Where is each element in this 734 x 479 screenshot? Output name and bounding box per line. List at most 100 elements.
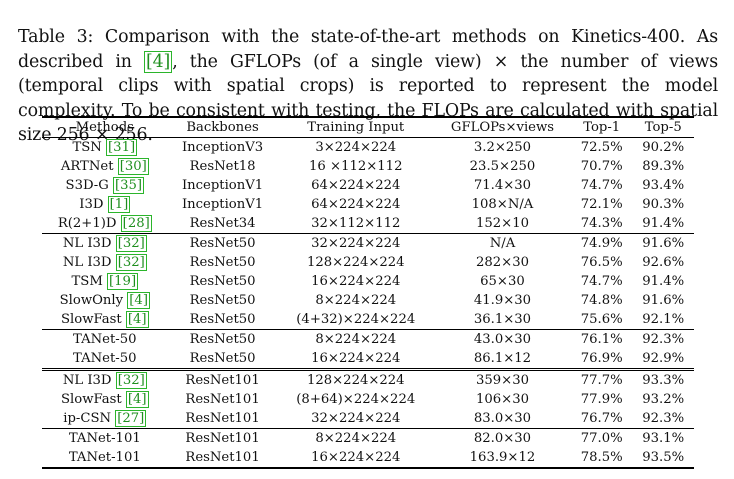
cell-top1: 72.1% [580, 197, 623, 212]
cell-gflops-views: 108×N/A [471, 197, 534, 212]
table-header-row: Methods Backbones Training Input GFLOPs×… [42, 117, 694, 138]
cell-training-input: 128×224×224 [306, 373, 405, 388]
table-row: TANet-101 ResNet101 16×224×224 163.9×12 78.5… [42, 448, 694, 468]
method-name: SlowOnly [59, 293, 128, 308]
table-row: SlowOnly [4] ResNet50 8×224×224 41.9×30 74.8… [42, 291, 694, 310]
cell-top5: 92.6% [642, 255, 685, 270]
cell-backbone: InceptionV1 [181, 178, 264, 193]
cell-gflops-views: 71.4×30 [473, 178, 532, 193]
method-citation-link[interactable]: [31] [106, 139, 138, 156]
method-citation-link[interactable]: [32] [115, 372, 147, 389]
cell-top1: 78.5% [580, 450, 623, 465]
cell-top5: 91.6% [642, 236, 685, 251]
method-citation-link[interactable]: [4] [125, 311, 149, 328]
cell-training-input: 32×112×112 [311, 216, 401, 231]
cell-top1: 77.9% [580, 392, 623, 407]
cell-backbone: ResNet101 [185, 392, 260, 407]
method-citation-link[interactable]: [32] [115, 254, 147, 271]
method-citation-link[interactable]: [19] [107, 273, 139, 290]
cell-top5: 92.9% [642, 351, 685, 366]
method-citation-link[interactable]: [35] [112, 177, 145, 194]
table-group-3: TANet-50 ResNet50 8×224×224 43.0×30 76.1% 92.… [42, 330, 694, 370]
method-citation-link[interactable]: [4] [127, 292, 150, 309]
cell-method: SlowFast [4] [42, 390, 168, 409]
header-top5: Top-5 [644, 120, 682, 135]
cell-backbone: ResNet50 [189, 351, 256, 366]
cell-top5: 90.3% [642, 197, 685, 212]
table-row: R(2+1)D [28] ResNet34 32×112×112 152×10 74.3… [42, 214, 694, 234]
cell-method: TANet-101 [42, 448, 168, 468]
method-name: TANet-101 [68, 431, 141, 446]
table-row: SlowFast [4] ResNet101 (8+64)×224×224 106×3… [42, 390, 694, 409]
header-training-input: Training Input [307, 120, 405, 135]
cell-training-input: (8+64)×224×224 [296, 392, 416, 407]
cell-top5: 92.3% [642, 332, 685, 347]
cell-top1: 76.7% [580, 411, 623, 426]
cell-gflops-views: 3.2×250 [473, 140, 532, 155]
method-citation-link[interactable]: [28] [120, 215, 152, 232]
cell-training-input: 8×224×224 [315, 332, 397, 347]
cell-method: SlowFast [4] [42, 310, 168, 330]
header-gflops-views: GFLOPs×views [450, 120, 555, 135]
table-row: I3D [1] InceptionV1 64×224×224 108×N/A 72.1%… [42, 195, 694, 214]
cell-top1: 77.0% [580, 431, 623, 446]
method-citation-link[interactable]: [27] [115, 410, 147, 427]
cell-top5: 93.1% [642, 431, 685, 446]
cell-gflops-views: 43.0×30 [473, 332, 532, 347]
cell-top1: 74.7% [580, 274, 623, 289]
cell-method: S3D-G [35] [42, 176, 168, 195]
caption-citation-link[interactable]: [4] [144, 50, 173, 73]
method-citation-link[interactable]: [1] [107, 196, 131, 213]
method-citation-link[interactable]: [32] [115, 235, 147, 252]
cell-gflops-views: 82.0×30 [473, 431, 532, 446]
cell-top1: 77.7% [580, 373, 623, 388]
cell-training-input: 8×224×224 [315, 431, 397, 446]
table-row: TANet-50 ResNet50 8×224×224 43.0×30 76.1% 92.… [42, 330, 694, 350]
cell-top5: 89.3% [642, 159, 685, 174]
cell-training-input: 16×224×224 [311, 450, 401, 465]
method-name: R(2+1)D [57, 216, 121, 231]
method-citation-link[interactable]: [4] [125, 391, 149, 408]
table-row: ip-CSN [27] ResNet101 32×224×224 83.0×30 76.… [42, 409, 694, 429]
cell-backbone: ResNet50 [189, 293, 256, 308]
table-caption: Table 3: Comparison with the state-of-th… [18, 25, 718, 148]
cell-backbone: ResNet101 [185, 431, 260, 446]
cell-training-input: 64×224×224 [311, 178, 401, 193]
cell-backbone: InceptionV1 [181, 197, 264, 212]
cell-backbone: ResNet50 [189, 274, 256, 289]
cell-method: TSM [19] [42, 272, 168, 291]
cell-top5: 91.4% [642, 216, 685, 231]
table-group-2: NL I3D [32] ResNet50 32×224×224 N/A 74.9% 91.… [42, 234, 694, 330]
method-name: SlowFast [61, 392, 126, 407]
table-row: ARTNet [30] ResNet18 16 ×112×112 23.5×250 70… [42, 157, 694, 176]
cell-top5: 93.5% [642, 450, 685, 465]
cell-training-input: 128×224×224 [306, 255, 405, 270]
table-row: NL I3D [32] ResNet50 32×224×224 N/A 74.9% 91.… [42, 234, 694, 254]
method-name: TSN [72, 140, 107, 155]
method-name: NL I3D [62, 373, 116, 388]
header-methods: Methods [75, 120, 134, 135]
cell-training-input: 64×224×224 [311, 197, 401, 212]
table-group-5: TANet-101 ResNet101 8×224×224 82.0×30 77.0% 9… [42, 429, 694, 468]
cell-training-input: 3×224×224 [315, 140, 397, 155]
cell-gflops-views: 65×30 [480, 274, 525, 289]
header-backbones: Backbones [186, 120, 259, 135]
cell-top1: 74.3% [580, 216, 623, 231]
cell-gflops-views: 163.9×12 [469, 450, 536, 465]
cell-training-input: (4+32)×224×224 [296, 312, 416, 327]
cell-gflops-views: 41.9×30 [473, 293, 532, 308]
table-row: NL I3D [32] ResNet101 128×224×224 359×30 77.… [42, 370, 694, 391]
cell-gflops-views: 152×10 [475, 216, 529, 231]
cell-top5: 92.3% [642, 411, 685, 426]
cell-top1: 76.5% [580, 255, 623, 270]
method-name: TANet-50 [73, 332, 137, 347]
caption-text-1: Table 3: Comparison with the state-of-th… [18, 27, 718, 72]
cell-method: NL I3D [32] [42, 234, 168, 254]
table-row: TSN [31] InceptionV3 3×224×224 3.2×250 72.5%… [42, 138, 694, 158]
cell-top1: 76.1% [580, 332, 623, 347]
cell-method: NL I3D [32] [42, 253, 168, 272]
method-name: S3D-G [65, 178, 113, 193]
method-citation-link[interactable]: [30] [117, 158, 149, 175]
header-top1: Top-1 [583, 120, 621, 135]
cell-gflops-views: 83.0×30 [473, 411, 532, 426]
